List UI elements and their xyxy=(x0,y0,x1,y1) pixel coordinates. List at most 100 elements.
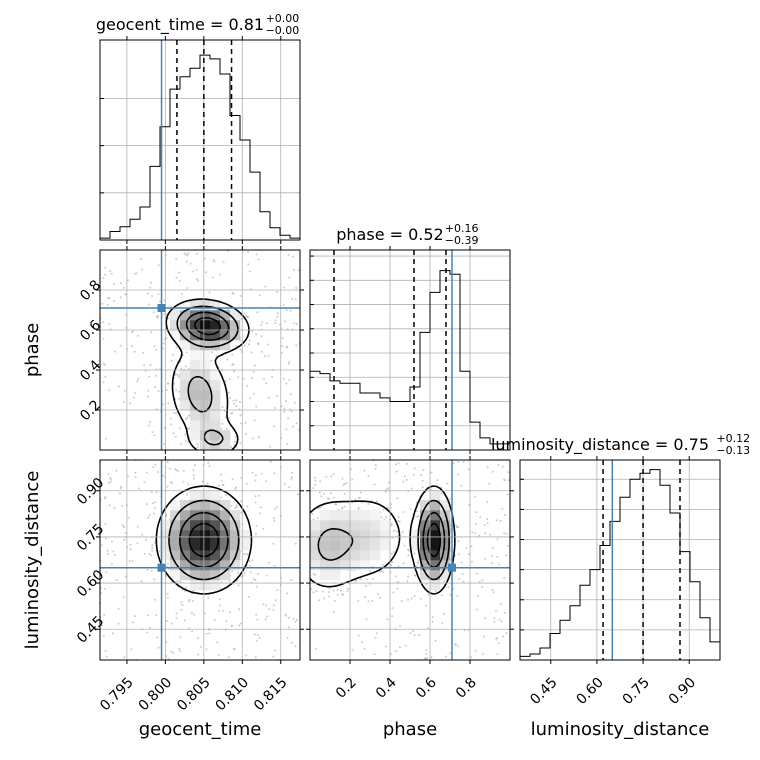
scatter-point xyxy=(104,522,107,525)
scatter-point xyxy=(167,402,170,405)
density-bin xyxy=(200,540,211,551)
scatter-point xyxy=(286,345,289,348)
scatter-point xyxy=(505,533,508,535)
scatter-point xyxy=(234,436,237,438)
scatter-point xyxy=(229,412,232,415)
density-bin xyxy=(190,540,201,551)
scatter-point xyxy=(443,612,446,615)
density-bin xyxy=(410,540,421,551)
scatter-point xyxy=(410,597,413,600)
scatter-point xyxy=(371,600,374,602)
scatter-point xyxy=(475,511,478,514)
scatter-point xyxy=(174,468,177,471)
scatter-point xyxy=(275,506,278,509)
scatter-point xyxy=(143,364,146,367)
density-bin xyxy=(320,570,331,581)
scatter-point xyxy=(295,286,298,289)
density-bin xyxy=(210,530,221,541)
scatter-point xyxy=(143,481,146,484)
scatter-point xyxy=(254,364,257,367)
scatter-point xyxy=(507,471,510,474)
density-bin xyxy=(420,570,431,581)
scatter-point xyxy=(498,563,501,566)
density-bin xyxy=(200,420,211,431)
scatter-point xyxy=(259,324,262,326)
density-bin xyxy=(350,530,361,541)
scatter-point xyxy=(474,532,477,535)
scatter-point xyxy=(190,611,193,614)
scatter-point xyxy=(149,281,152,284)
scatter-point xyxy=(114,350,117,353)
scatter-point xyxy=(224,380,227,382)
scatter-point xyxy=(503,514,506,516)
scatter-point xyxy=(290,579,293,582)
scatter-point xyxy=(261,321,264,324)
contour-line xyxy=(426,522,442,558)
scatter-point xyxy=(182,469,185,472)
scatter-point xyxy=(405,462,408,465)
histogram-phase xyxy=(309,270,511,450)
scatter-point xyxy=(323,493,326,495)
scatter-point xyxy=(273,519,276,522)
scatter-point xyxy=(108,323,111,326)
scatter-point xyxy=(180,609,183,611)
scatter-point xyxy=(187,483,189,486)
scatter-point xyxy=(363,469,366,472)
density-bin xyxy=(230,540,241,551)
scatter-point xyxy=(276,589,279,592)
scatter-point xyxy=(333,599,336,602)
scatter-point xyxy=(226,358,229,361)
scatter-point xyxy=(325,475,328,478)
scatter-point xyxy=(283,286,286,289)
scatter-point xyxy=(166,596,169,599)
density-bin xyxy=(210,420,221,431)
scatter-point xyxy=(248,560,251,563)
histogram-geocent_time xyxy=(99,54,301,240)
scatter-point xyxy=(332,496,335,499)
density-bin xyxy=(170,570,181,581)
scatter-point xyxy=(492,591,495,594)
scatter-point xyxy=(391,615,394,618)
y-tick-label: 0.90 xyxy=(74,475,107,508)
scatter-point xyxy=(152,466,155,469)
scatter-point xyxy=(150,569,153,572)
scatter-point xyxy=(157,390,160,393)
density-bin xyxy=(200,510,211,521)
scatter-point xyxy=(394,463,397,466)
scatter-point xyxy=(257,343,260,346)
scatter-point xyxy=(420,474,423,477)
scatter-point xyxy=(486,522,489,525)
scatter-point xyxy=(457,540,460,543)
scatter-point xyxy=(102,362,105,365)
scatter-point xyxy=(274,649,277,652)
title-error-plus: +0.12 xyxy=(716,432,750,445)
scatter-point xyxy=(292,255,294,258)
scatter-point xyxy=(192,469,195,472)
panel-frame xyxy=(99,249,301,451)
scatter-point xyxy=(166,382,169,385)
scatter-point xyxy=(264,285,267,288)
scatter-point xyxy=(134,392,136,395)
scatter-point xyxy=(192,599,194,602)
scatter-point xyxy=(180,367,183,370)
density-bin xyxy=(230,520,241,531)
scatter-point xyxy=(452,587,455,590)
scatter-point xyxy=(457,526,460,528)
scatter-point xyxy=(231,570,234,572)
scatter-point xyxy=(212,259,215,262)
density-bin xyxy=(190,490,201,501)
scatter-point xyxy=(409,632,412,635)
scatter-point xyxy=(193,464,196,467)
density-bin xyxy=(420,500,431,511)
scatter-point xyxy=(107,473,110,476)
scatter-point xyxy=(502,635,505,638)
scatter-point xyxy=(213,619,216,622)
scatter-point xyxy=(211,276,214,279)
scatter-point xyxy=(221,422,224,425)
scatter-point xyxy=(193,613,196,616)
scatter-point xyxy=(296,493,299,496)
y-axis-label: phase xyxy=(22,323,43,377)
scatter-point xyxy=(155,374,157,377)
scatter-point xyxy=(254,656,257,659)
scatter-point xyxy=(254,495,257,498)
